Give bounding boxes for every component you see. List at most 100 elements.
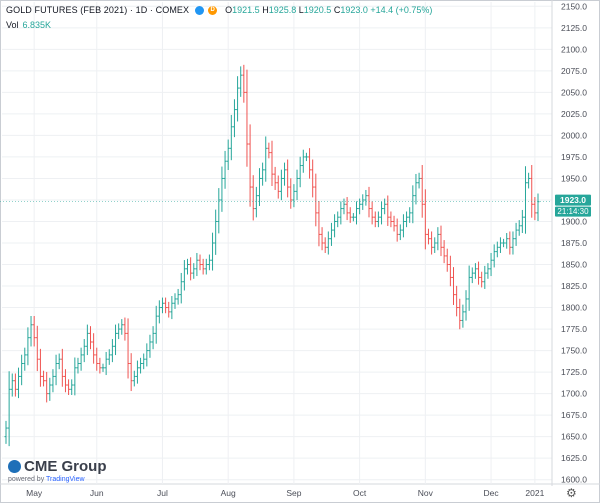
x-tick-label: Sep — [286, 488, 301, 498]
x-tick-label: Aug — [221, 488, 236, 498]
ohlc-bar — [223, 150, 227, 189]
ohlc-bar — [154, 305, 158, 344]
ohlc-bar — [261, 162, 265, 186]
ohlc-bar — [417, 172, 421, 189]
brand-name: CME Group — [24, 458, 107, 475]
y-tick-label: 2075.0 — [561, 66, 587, 76]
x-tick-label: Jun — [90, 488, 104, 498]
x-tick-label: 2021 — [525, 488, 544, 498]
ohlc-bar — [380, 201, 384, 225]
ohlc-bar — [292, 184, 296, 208]
y-tick-label: 1950.0 — [561, 173, 587, 183]
y-tick-label: 1850.0 — [561, 260, 587, 270]
ohlc-bar — [520, 209, 524, 234]
ohlc-bar — [254, 186, 258, 218]
ohlc-bar — [358, 198, 362, 215]
ohlc-bar — [29, 315, 33, 347]
ohlc-bar — [527, 172, 531, 189]
close-value: 1923.0 — [340, 5, 368, 15]
ohlc-bar — [198, 254, 202, 271]
ohlc-bar — [79, 347, 83, 371]
ohlc-bar — [430, 231, 434, 255]
x-tick-label: Nov — [418, 488, 434, 498]
gear-icon[interactable]: ⚙ — [566, 486, 577, 500]
ohlc-bar — [114, 324, 118, 356]
x-tick-label: Jul — [157, 488, 168, 498]
ohlc-bar — [70, 379, 74, 396]
ohlc-bar — [104, 351, 108, 376]
tradingview-link[interactable]: TradingView — [46, 476, 85, 483]
y-tick-label: 1900.0 — [561, 216, 587, 226]
ohlc-bar — [157, 300, 161, 324]
ohlc-bar — [376, 211, 380, 228]
ohlc-bar — [373, 211, 377, 228]
high-label: H — [262, 5, 269, 15]
powered-by: powered by TradingView — [8, 476, 107, 483]
ohlc-bar — [4, 420, 8, 444]
ohlc-bar — [395, 218, 399, 242]
ohlc-bar — [45, 371, 49, 403]
ohlc-bar — [323, 237, 327, 253]
ohlc-bar — [273, 166, 277, 190]
ohlc-bar — [439, 225, 443, 257]
ohlc-bar — [480, 271, 484, 288]
x-tick-label: May — [26, 488, 43, 498]
ohlc-bar — [248, 124, 252, 207]
ohlc-bar — [276, 175, 280, 199]
high-value: 1925.8 — [268, 5, 297, 15]
ohlc-bar — [423, 189, 427, 250]
ohlc-bar — [13, 373, 17, 397]
ohlc-bar — [186, 258, 190, 275]
ohlc-bar — [85, 324, 89, 356]
symbol-title[interactable]: GOLD FUTURES (FEB 2021) · 1D · COMEX — [6, 5, 190, 15]
ohlc-bar — [179, 272, 183, 304]
ohlc-bar — [304, 152, 308, 162]
y-tick-label: 2125.0 — [561, 23, 587, 33]
x-tick-label: Dec — [483, 488, 499, 498]
ohlc-bar — [73, 357, 77, 396]
ohlc-bar — [320, 227, 324, 251]
delayed-data-badge[interactable]: D — [208, 5, 218, 15]
ohlc-bar — [455, 285, 459, 317]
ohlc-bar — [204, 258, 208, 275]
ohlc-bar — [217, 188, 221, 234]
ohlc-bar — [536, 193, 540, 222]
cme-logo[interactable]: CME Group powered by TradingView — [8, 458, 107, 483]
ohlc-bar — [88, 326, 92, 350]
ohlc-bar — [342, 198, 346, 215]
ohlc-bar — [82, 339, 86, 363]
ohlc-bar — [420, 165, 424, 218]
ohlc-bar — [264, 136, 268, 182]
ohlc-bar — [176, 288, 180, 305]
ohlc-bar — [458, 298, 462, 330]
ohlc-bar — [301, 149, 305, 173]
ohlc-bar — [207, 254, 211, 271]
ohlc-bar — [123, 317, 127, 341]
ohlc-bar — [489, 252, 493, 277]
ohlc-bar — [414, 173, 418, 205]
last-price-badge — [555, 194, 591, 206]
ohlc-bar — [38, 348, 42, 387]
ohlc-bar — [467, 265, 471, 311]
ohlc-bar — [42, 370, 46, 387]
y-tick-label: 1750.0 — [561, 346, 587, 356]
ohlc-bar — [211, 232, 215, 271]
ohlc-bar — [160, 297, 164, 314]
ohlc-bar — [498, 237, 502, 253]
y-tick-label: 1975.0 — [561, 152, 587, 162]
ohlc-bar — [270, 140, 274, 187]
last-price-label: 1923.0 — [560, 195, 586, 205]
y-tick-label: 1875.0 — [561, 238, 587, 248]
y-tick-label: 2150.0 — [561, 1, 587, 11]
ohlc-bar — [20, 354, 24, 386]
ohlc-bar — [145, 343, 149, 367]
open-value: 1921.5 — [232, 5, 260, 15]
ohlc-bar — [232, 99, 236, 138]
ohlc-bar — [445, 248, 449, 272]
ohlc-bar — [51, 369, 55, 393]
close-label: C — [333, 5, 341, 15]
ohlc-bar — [348, 207, 352, 223]
ohlc-bar — [35, 325, 39, 372]
ohlc-bar — [436, 227, 440, 251]
